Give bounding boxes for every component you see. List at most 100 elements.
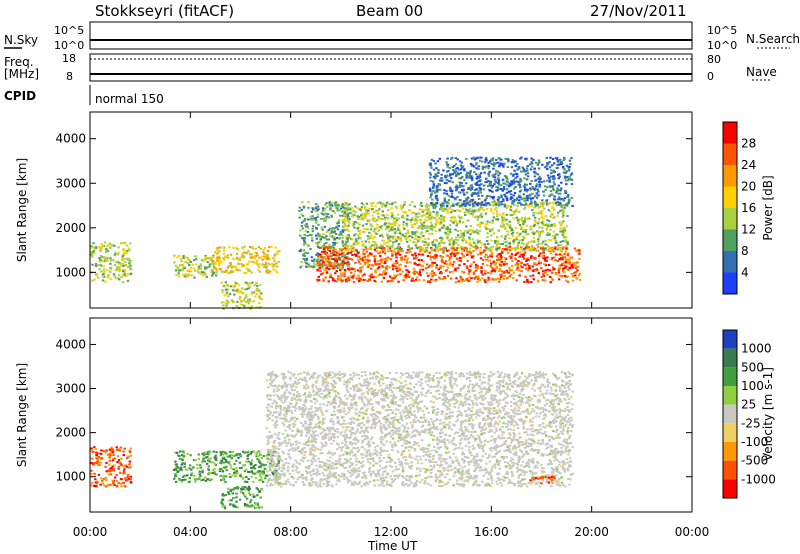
data-cell xyxy=(212,262,215,265)
data-cell xyxy=(310,219,314,221)
data-cell xyxy=(437,171,440,174)
data-cell xyxy=(488,170,491,173)
data-cell xyxy=(249,501,252,504)
data-cell xyxy=(222,307,225,310)
data-cell xyxy=(223,258,226,261)
data-cell xyxy=(516,204,519,207)
data-cell xyxy=(497,183,501,186)
data-cell xyxy=(568,159,572,162)
data-cell xyxy=(495,245,498,248)
data-cell xyxy=(346,276,349,279)
data-cell xyxy=(273,260,276,263)
data-cell xyxy=(248,260,251,263)
data-cell xyxy=(222,466,226,469)
data-cell xyxy=(249,300,252,303)
data-cell xyxy=(577,265,580,268)
data-cell xyxy=(423,209,426,212)
data-cell xyxy=(473,216,477,219)
data-cell xyxy=(344,216,347,219)
data-cell xyxy=(391,245,394,248)
data-cell xyxy=(481,160,484,163)
data-cell xyxy=(414,231,417,234)
data-cell xyxy=(266,257,269,260)
data-cell xyxy=(547,220,551,223)
data-cell xyxy=(436,249,439,252)
data-cell xyxy=(551,235,554,237)
data-cell xyxy=(560,264,563,267)
data-cell xyxy=(259,306,262,308)
data-cell xyxy=(287,408,290,411)
data-cell xyxy=(547,245,550,248)
data-cell xyxy=(546,256,549,259)
data-cell xyxy=(258,474,262,477)
data-cell xyxy=(343,249,347,251)
data-cell xyxy=(220,452,223,455)
data-cell xyxy=(454,170,457,173)
data-cell xyxy=(250,260,253,263)
data-cell xyxy=(432,168,436,171)
data-cell xyxy=(128,262,131,265)
data-cell xyxy=(376,202,379,205)
data-cell xyxy=(545,156,548,159)
data-cell xyxy=(354,238,358,241)
y-tick-label: 4000 xyxy=(55,132,86,146)
data-cell xyxy=(177,466,180,469)
data-cell xyxy=(334,266,337,269)
data-cell xyxy=(307,263,310,266)
data-cell xyxy=(488,278,491,281)
data-cell xyxy=(339,272,343,275)
data-cell xyxy=(250,256,253,259)
data-cell xyxy=(444,226,447,229)
data-cell xyxy=(480,271,483,274)
data-cell xyxy=(526,263,529,266)
data-cell xyxy=(121,255,124,258)
data-cell xyxy=(439,208,442,211)
data-cell xyxy=(542,180,546,183)
data-cell xyxy=(428,252,431,255)
data-cell xyxy=(352,224,355,227)
data-cell xyxy=(567,252,570,255)
data-cell xyxy=(338,238,341,241)
data-cell xyxy=(467,176,470,179)
data-cell xyxy=(557,184,560,187)
data-cell xyxy=(100,479,104,482)
data-cell xyxy=(312,225,315,228)
data-cell xyxy=(461,204,464,207)
data-cell xyxy=(328,201,332,204)
data-cell xyxy=(500,235,503,238)
data-cell xyxy=(520,225,523,228)
data-cell xyxy=(424,227,427,230)
data-cell xyxy=(332,249,335,252)
data-cell xyxy=(316,263,319,266)
data-cell xyxy=(250,271,253,274)
data-cell xyxy=(329,263,332,266)
data-cell xyxy=(321,209,325,212)
data-cell xyxy=(489,265,492,267)
data-cell xyxy=(395,238,398,240)
data-cell xyxy=(338,249,342,252)
data-cell xyxy=(461,249,465,252)
data-cell xyxy=(491,184,494,187)
data-cell xyxy=(304,230,308,233)
data-cell xyxy=(228,499,231,502)
data-cell xyxy=(326,258,329,261)
data-cell xyxy=(433,206,437,209)
data-cell xyxy=(323,212,327,215)
data-cell xyxy=(539,177,542,180)
data-cell xyxy=(356,207,360,210)
data-cell xyxy=(449,257,452,259)
data-cell xyxy=(475,268,478,271)
data-cell xyxy=(252,493,255,496)
data-cell xyxy=(400,216,404,219)
data-cell xyxy=(254,477,258,479)
data-cell xyxy=(194,477,197,480)
data-cell xyxy=(460,166,464,169)
data-cell xyxy=(296,379,300,382)
data-cell xyxy=(534,216,537,219)
data-cell xyxy=(249,461,253,464)
data-cell xyxy=(437,183,440,185)
data-cell xyxy=(393,217,396,220)
data-cell xyxy=(361,256,365,259)
data-cell xyxy=(494,268,497,271)
data-cell xyxy=(339,267,342,270)
